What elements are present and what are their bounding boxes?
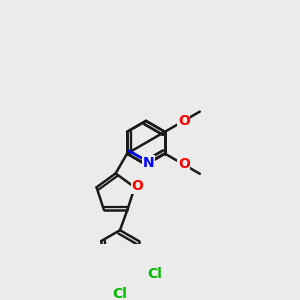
Text: Cl: Cl (112, 287, 128, 300)
Text: N: N (143, 156, 154, 170)
Text: O: O (178, 114, 190, 128)
Text: O: O (131, 179, 143, 194)
Text: O: O (178, 158, 190, 172)
Text: N: N (143, 156, 154, 170)
Text: Cl: Cl (148, 267, 162, 281)
Text: O: O (131, 179, 143, 194)
